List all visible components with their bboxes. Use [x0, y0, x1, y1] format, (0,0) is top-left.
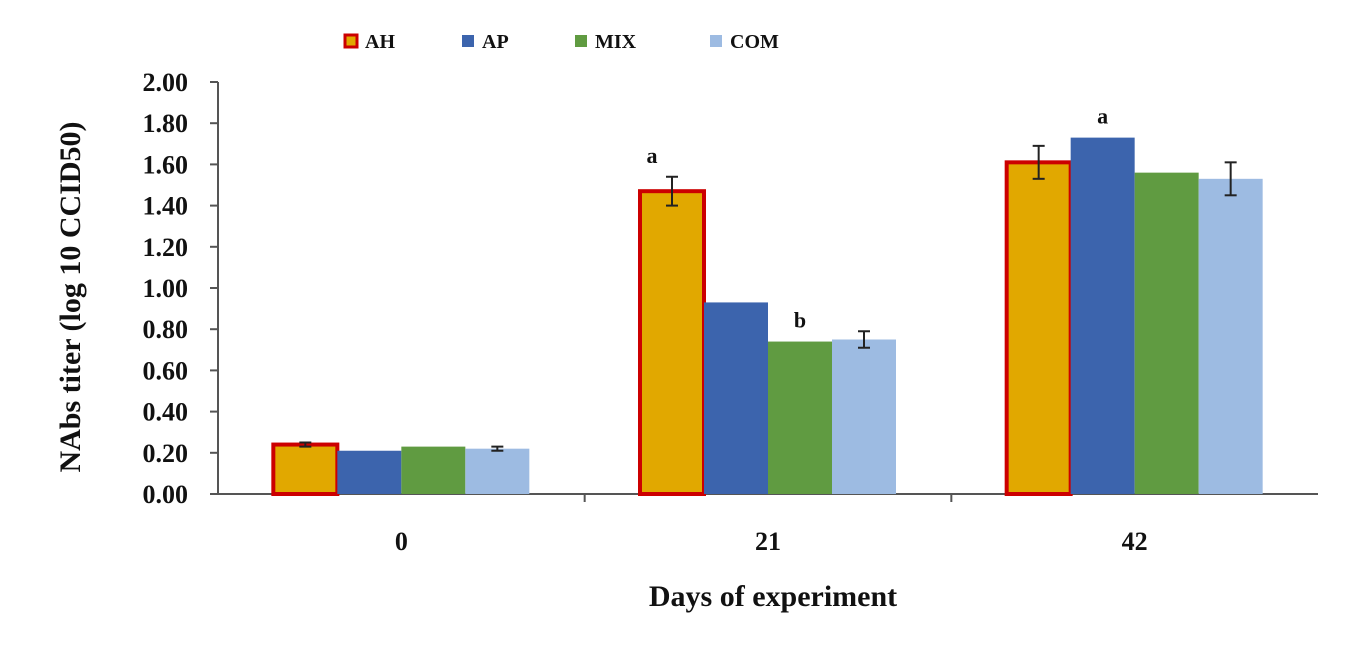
y-tick-label: 1.60 [143, 150, 189, 179]
legend-swatch-ah [343, 33, 359, 49]
bar-ap-day-0 [337, 450, 402, 494]
y-tick-label: 1.20 [143, 233, 189, 262]
legend-swatch-com [710, 35, 722, 47]
y-tick-label: 1.00 [143, 274, 189, 303]
bar-com-day-0 [465, 448, 530, 494]
bar-mix-day-0 [401, 446, 466, 494]
bar-ah-day-21 [638, 189, 706, 496]
bar-com-day-21 [832, 339, 896, 494]
significance-label: b [794, 308, 806, 333]
y-tick-label: 0.60 [143, 356, 189, 385]
y-tick-label: 1.80 [143, 109, 189, 138]
y-axis: 0.00 0.20 0.40 0.60 0.80 1.00 1.20 1.40 1.60 1.80… [143, 68, 219, 509]
error-bars [299, 144, 1237, 452]
y-tick-label: 0.80 [143, 315, 189, 344]
bars [271, 137, 1263, 496]
x-axis: 0 21 42 [218, 493, 1318, 556]
x-tick-label: 21 [755, 527, 781, 556]
legend-swatch-ap [462, 35, 474, 47]
bar-ap-day-42 [1070, 137, 1135, 494]
bar-mix-day-21 [768, 341, 832, 494]
y-tick-label: 0.00 [143, 480, 189, 509]
bar-mix-day-42 [1134, 172, 1199, 494]
legend-label-ah: AH [365, 31, 395, 53]
y-tick-label: 2.00 [143, 68, 189, 97]
bar-com-day-42 [1198, 178, 1263, 494]
legend-label-com: COM [730, 31, 779, 53]
annotations: a b a [647, 104, 1109, 333]
y-tick-label: 0.40 [143, 398, 189, 427]
significance-label: a [1097, 104, 1108, 129]
x-tick-label: 42 [1122, 527, 1148, 556]
y-axis-title: NAbs titer (log 10 CCID50) [54, 121, 87, 472]
bar-ah-day-42 [1004, 160, 1073, 496]
significance-label: a [647, 143, 658, 168]
bar-ap-day-21 [704, 302, 768, 494]
y-tick-label: 1.40 [143, 192, 189, 221]
x-axis-title: Days of experiment [649, 580, 897, 613]
x-tick-label: 0 [395, 527, 408, 556]
y-tick-label: 0.20 [143, 439, 189, 468]
legend: AH AP MIX COM [343, 31, 779, 53]
legend-swatch-mix [575, 35, 587, 47]
legend-label-mix: MIX [595, 31, 637, 53]
legend-label-ap: AP [482, 31, 509, 53]
bar-ah-day-0 [271, 442, 340, 496]
